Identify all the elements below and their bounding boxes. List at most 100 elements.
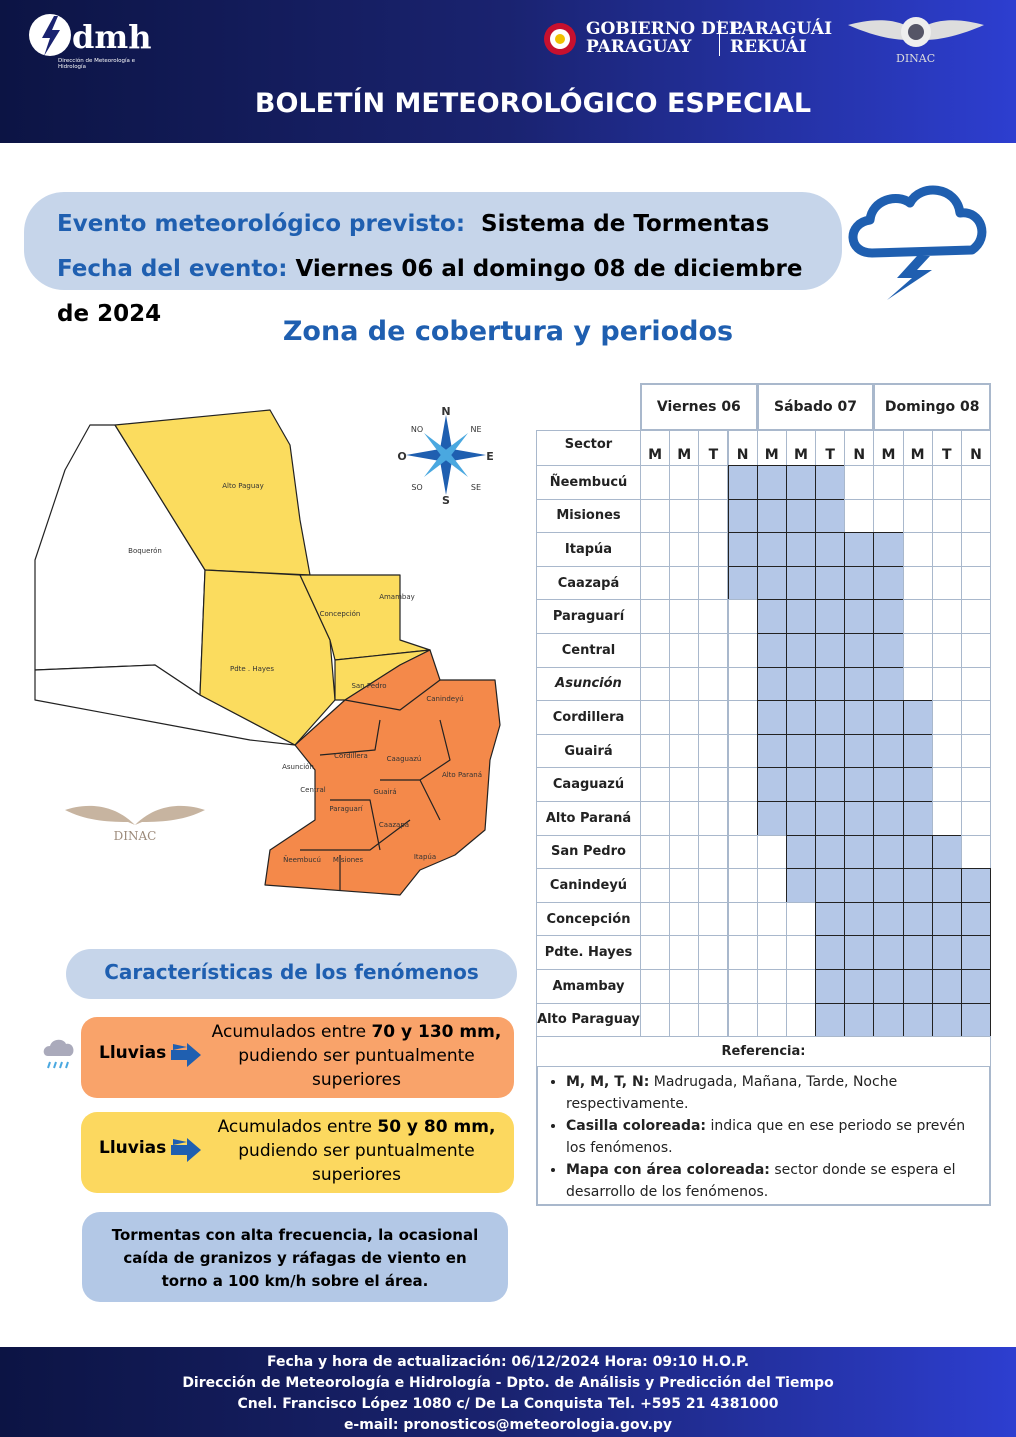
colored-cell — [844, 532, 875, 567]
colored-cell — [960, 868, 992, 903]
footer-line: Cnel. Francisco López 1080 c/ De La Conq… — [237, 1396, 779, 1412]
empty-cell — [727, 733, 758, 769]
period-header: M — [785, 430, 816, 466]
colored-cell — [844, 935, 875, 970]
compass-label: N — [441, 405, 450, 418]
empty-cell — [756, 1002, 787, 1038]
region-label: Misiones — [333, 856, 364, 864]
empty-cell — [698, 465, 729, 500]
storm-icon — [848, 185, 987, 300]
colored-cell — [785, 465, 816, 500]
sector-header: Sector — [536, 430, 641, 466]
colored-cell — [844, 868, 875, 903]
empty-cell — [902, 633, 933, 668]
day-header: Sábado 07 — [756, 383, 875, 431]
colored-cell — [931, 1002, 962, 1038]
colored-cell — [960, 935, 992, 970]
empty-cell — [640, 498, 671, 534]
sector-name: Central — [536, 633, 641, 668]
sector-name: Misiones — [536, 498, 641, 534]
arrow-icon — [171, 1043, 201, 1067]
colored-cell — [873, 666, 904, 702]
arrow — [173, 1139, 187, 1145]
colored-cell — [756, 733, 787, 769]
empty-cell — [931, 599, 962, 634]
colored-cell — [727, 498, 758, 534]
text-bold: 70 y 130 mm, — [371, 1022, 502, 1042]
reference-list: M, M, T, N: Madrugada, Mañana, Tarde, No… — [566, 1071, 985, 1203]
empty-cell — [640, 969, 671, 1004]
empty-cell — [669, 1002, 700, 1038]
colored-cell — [902, 733, 933, 769]
colored-cell — [815, 599, 846, 634]
period-header: M — [640, 430, 671, 466]
colored-cell — [756, 599, 787, 634]
arrow-svg — [171, 1043, 201, 1067]
empty-cell — [669, 834, 700, 870]
phenomenon-text: Acumulados entre 50 y 80 mm, pudiendo se… — [209, 1115, 504, 1187]
empty-cell — [669, 599, 700, 634]
empty-cell — [698, 935, 729, 970]
colored-cell — [844, 969, 875, 1004]
text-part: Acumulados entre — [211, 1022, 372, 1042]
colored-cell — [873, 901, 904, 937]
empty-cell — [727, 935, 758, 970]
colored-cell — [902, 801, 933, 836]
compass — [406, 415, 486, 495]
gov-name: GOBIERNO DEL PARAGUAY — [586, 20, 741, 56]
empty-cell — [873, 498, 904, 534]
region-label: Cordillera — [334, 752, 368, 760]
reference-bold: Casilla coloreada: — [566, 1118, 707, 1135]
region-shape — [264, 649, 501, 896]
empty-cell — [640, 633, 671, 668]
sector-name: Itapúa — [536, 532, 641, 567]
empty-cell — [669, 733, 700, 769]
empty-cell — [902, 599, 933, 634]
dinac-emblem — [848, 17, 984, 47]
compass-label: S — [442, 494, 450, 507]
colored-cell — [815, 767, 846, 802]
region-label: Alto Paguay — [222, 482, 264, 490]
empty-cell — [727, 700, 758, 735]
empty-cell — [844, 465, 875, 500]
period-header: N — [960, 430, 992, 466]
colored-cell — [844, 599, 875, 634]
colored-cell — [727, 465, 758, 500]
colored-cell — [785, 633, 816, 668]
empty-cell — [698, 733, 729, 769]
region-label: Central — [300, 786, 326, 794]
text-part: pudiendo ser puntualmente superiores — [238, 1141, 475, 1185]
gov-line: PARAGUAY — [586, 37, 692, 57]
value: Sistema de Tormentas — [481, 211, 770, 237]
empty-cell — [756, 969, 787, 1004]
empty-cell — [640, 901, 671, 937]
colored-cell — [902, 969, 933, 1004]
colored-cell — [844, 633, 875, 668]
event-line: Evento meteorológico previsto: Sistema d… — [57, 202, 842, 247]
reference-bold: M, M, T, N: — [566, 1074, 650, 1091]
colored-cell — [815, 834, 846, 870]
sector-name: Guairá — [536, 733, 641, 769]
colored-cell — [815, 801, 846, 836]
colored-cell — [815, 565, 846, 601]
colored-cell — [873, 801, 904, 836]
compass-label: SO — [411, 483, 422, 492]
empty-cell — [640, 599, 671, 634]
empty-cell — [960, 633, 992, 668]
logo-icon — [29, 14, 71, 56]
empty-cell — [931, 767, 962, 802]
period-header: M — [756, 430, 787, 466]
empty-cell — [785, 1002, 816, 1038]
colored-cell — [785, 801, 816, 836]
colored-cell — [756, 700, 787, 735]
empty-cell — [844, 498, 875, 534]
reference-text: Madrugada, Mañana, Tarde, Noche respecti… — [566, 1074, 898, 1113]
empty-cell — [902, 465, 933, 500]
footer-line: Fecha y hora de actualización: 06/12/202… — [266, 1354, 750, 1370]
colored-cell — [931, 901, 962, 937]
sector-name: Ñeembucú — [536, 465, 641, 500]
arrow — [173, 1044, 187, 1050]
empty-cell — [669, 565, 700, 601]
empty-cell — [698, 801, 729, 836]
